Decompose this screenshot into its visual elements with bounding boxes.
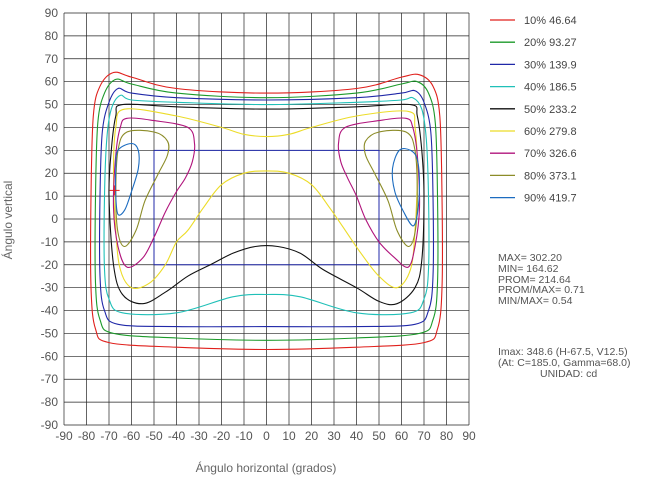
imax-angles: (At: C=185.0, Gamma=68.0)	[498, 356, 631, 369]
y-tick-label: 0	[51, 212, 58, 226]
x-tick-label: 30	[327, 429, 341, 443]
legend-label: 20% 93.27	[524, 37, 577, 49]
y-tick-label: -60	[41, 349, 59, 363]
x-tick-label: 90	[462, 429, 476, 443]
x-tick-label: -50	[145, 429, 163, 443]
y-axis-title: Ángulo vertical	[0, 181, 15, 260]
imax-value: Imax: 348.6 (H-67.5, V12.5)	[498, 346, 628, 358]
contour-line	[112, 108, 418, 290]
legend-label: 70% 326.6	[524, 148, 577, 160]
x-tick-label: 70	[417, 429, 431, 443]
contour-line	[363, 129, 418, 248]
region-line	[153, 149, 380, 266]
y-tick-label: -10	[41, 235, 59, 249]
x-tick-label: 60	[395, 429, 409, 443]
contour-line	[337, 117, 421, 268]
x-tick-label: -90	[55, 429, 73, 443]
stat-prom-max: PROM/MAX= 0.71	[498, 284, 585, 297]
y-tick-label: -50	[41, 326, 59, 340]
y-tick-label: 10	[45, 189, 59, 203]
contour-line	[90, 71, 444, 351]
legend: 10% 46.64 20% 93.27 30% 139.9 40% 186.5 50% …	[490, 15, 577, 205]
y-tick-label: 20	[45, 166, 59, 180]
grid	[63, 12, 470, 426]
x-tick-label: -80	[78, 429, 96, 443]
legend-label: 30% 139.9	[524, 59, 577, 71]
y-tick-label: -40	[41, 304, 59, 318]
x-tick-label: 10	[282, 429, 296, 443]
legend-label: 80% 373.1	[524, 170, 577, 182]
region-box	[153, 149, 380, 266]
y-tick-label: -30	[41, 281, 59, 295]
max-marker	[109, 185, 120, 196]
contour-lines	[90, 71, 444, 351]
stat-min-max: MIN/MAX= 0.54	[498, 295, 573, 308]
y-tick-label: -90	[41, 418, 59, 432]
y-tick-label: 60	[45, 75, 59, 89]
stat-max: MAX= 302.20	[498, 252, 562, 264]
x-tick-label: 50	[372, 429, 386, 443]
stat-prom: PROM= 214.64	[498, 273, 571, 286]
legend-label: 40% 186.5	[524, 82, 577, 94]
x-tick-label: -10	[235, 429, 253, 443]
y-tick-label: 80	[45, 29, 59, 43]
imax-block: Imax: 348.6 (H-67.5, V12.5) (At: C=185.0…	[498, 347, 630, 379]
contour-line	[112, 117, 196, 268]
contour-line	[94, 78, 439, 341]
contour-line	[103, 94, 430, 316]
x-axis-title: Ángulo horizontal (grados)	[196, 460, 337, 475]
y-tick-label: 50	[45, 98, 59, 112]
y-tick-label: -70	[41, 372, 59, 386]
x-tick-label: -30	[190, 429, 208, 443]
contour-line	[108, 103, 425, 306]
contour-line	[115, 129, 170, 248]
x-tick-label: 80	[440, 429, 454, 443]
y-tick-label: 70	[45, 52, 59, 66]
contour-line	[114, 142, 140, 216]
stat-min: MIN= 164.62	[498, 262, 559, 275]
legend-label: 10% 46.64	[524, 15, 577, 27]
stats-block: MAX= 302.20 MIN= 164.62 PROM= 214.64 PRO…	[498, 253, 585, 307]
y-tick-label: 90	[45, 6, 59, 20]
contour-line	[99, 87, 435, 328]
x-tick-label: -20	[213, 429, 231, 443]
contour-line	[391, 148, 421, 227]
x-tick-labels: -90 -80 -70 -60 -50 -40 -30 -20 -10 0 10 20 30 40 50 60…	[55, 429, 476, 443]
x-tick-label: -40	[168, 429, 186, 443]
x-tick-label: 0	[263, 429, 270, 443]
legend-label: 90% 419.7	[524, 193, 577, 205]
x-tick-label: 20	[305, 429, 319, 443]
y-tick-label: 40	[45, 120, 59, 134]
legend-label: 60% 279.8	[524, 126, 577, 138]
x-tick-label: 40	[350, 429, 364, 443]
y-tick-labels: 90 80 70 60 50 40 30 20 10 0 -10 -20 -30 -40 -50 -60 -70…	[41, 6, 59, 432]
y-tick-label: -80	[41, 395, 59, 409]
unit-label: UNIDAD: cd	[540, 367, 598, 380]
y-tick-label: 30	[45, 143, 59, 157]
x-tick-label: -70	[100, 429, 118, 443]
legend-label: 50% 233.2	[524, 104, 577, 116]
x-tick-label: -60	[123, 429, 141, 443]
y-tick-label: -20	[41, 258, 59, 272]
